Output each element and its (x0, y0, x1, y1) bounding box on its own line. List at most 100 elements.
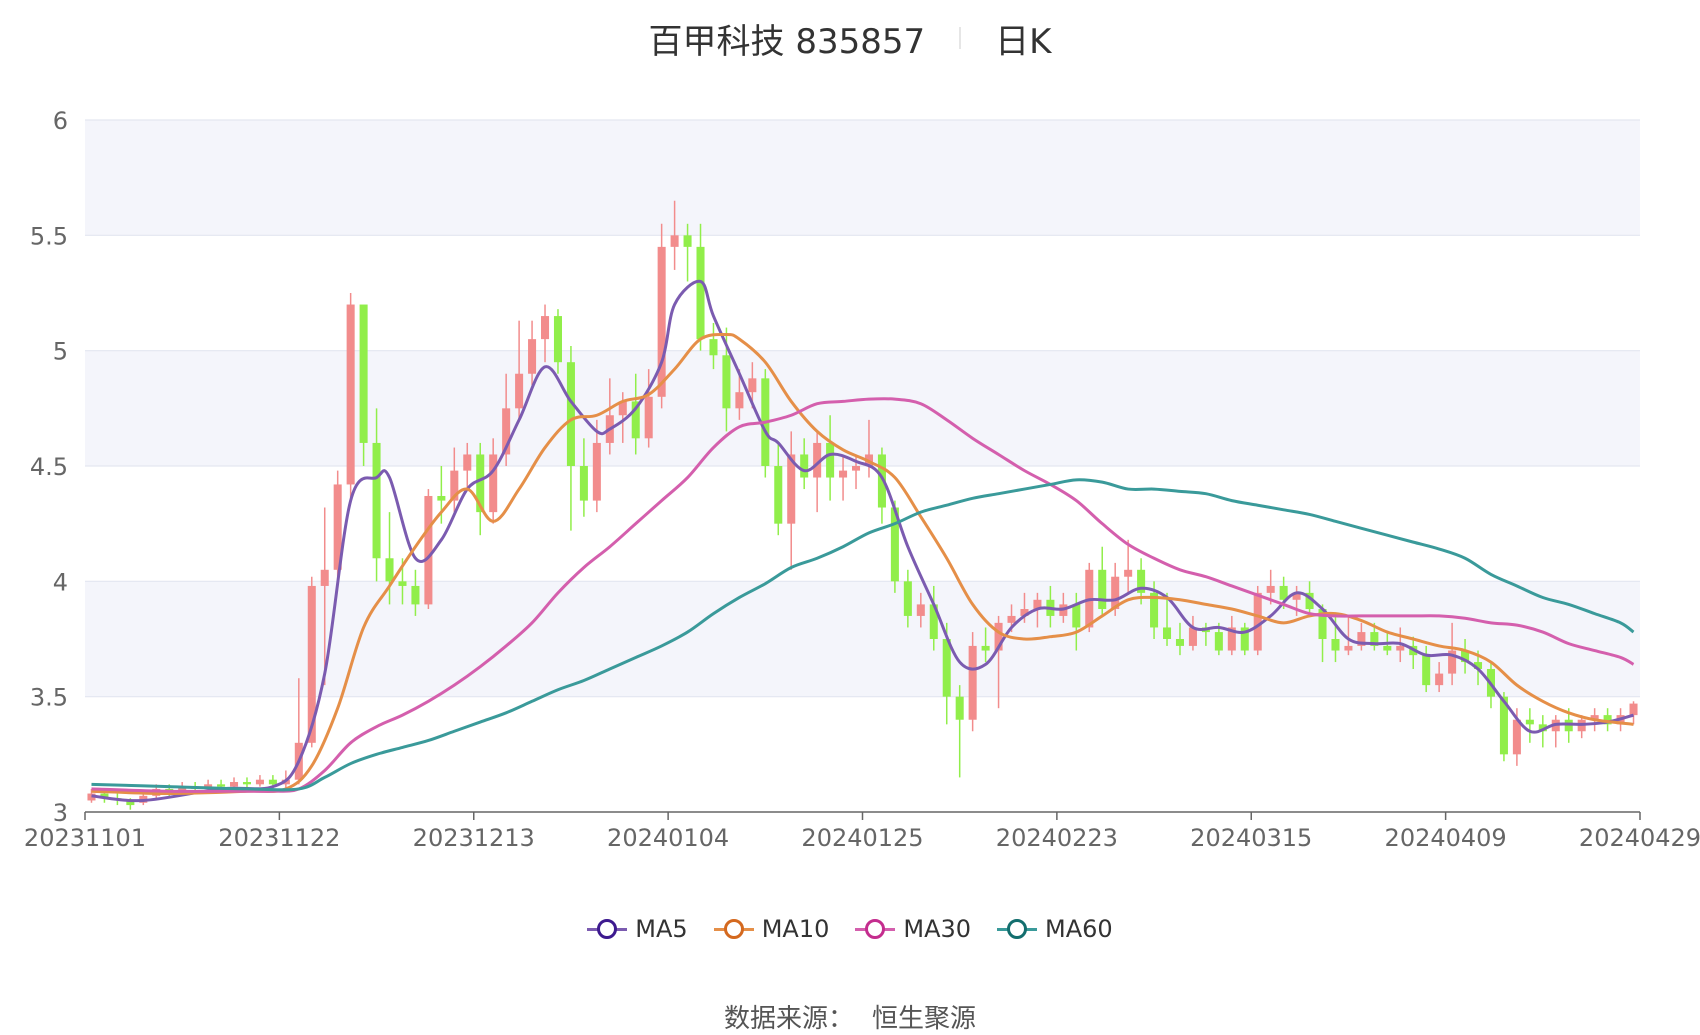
candle-body (774, 466, 783, 524)
candle-body (1111, 576, 1120, 610)
candle-body (1422, 655, 1431, 686)
candle-up (346, 293, 355, 501)
legend-item-ma60[interactable]: MA60 (997, 915, 1113, 943)
candle-up (1124, 539, 1133, 593)
candle-body (890, 507, 899, 582)
candle-down (553, 309, 562, 374)
candle-body (437, 495, 446, 501)
candle-body (385, 558, 394, 582)
candle-body (1098, 569, 1107, 610)
candle-body (722, 355, 731, 409)
candlesticks (87, 200, 1638, 810)
candle-body (877, 454, 886, 508)
candle-body (1331, 639, 1340, 651)
legend-item-ma10[interactable]: MA10 (713, 915, 829, 943)
candle-down (955, 685, 964, 778)
plot-band (85, 581, 1640, 697)
candle-body (1240, 627, 1249, 651)
candle-up (1344, 615, 1353, 656)
candle-body (1007, 615, 1016, 623)
x-tick-label: 20231122 (218, 824, 340, 852)
candle-down (929, 585, 938, 651)
candle-body (1214, 632, 1223, 651)
candle-body (1344, 645, 1353, 651)
x-tick-label: 20240223 (996, 824, 1118, 852)
legend-marker-ma10 (713, 919, 754, 939)
y-axis-labels: 3 3.5 4 4.5 5 5.5 6 (30, 107, 68, 827)
candle-up (592, 419, 601, 513)
candle-body (333, 484, 342, 570)
candle-body (644, 396, 653, 439)
candle-body (268, 779, 277, 785)
candle-up (463, 442, 472, 490)
candle-body (1590, 715, 1599, 720)
candle-body (1137, 569, 1146, 593)
legend-item-ma30[interactable]: MA30 (855, 915, 971, 943)
y-tick-label: 5 (53, 338, 68, 366)
candle-body (968, 645, 977, 720)
candle-up (307, 576, 316, 748)
candle-body (981, 645, 990, 651)
candle-up (657, 223, 666, 409)
candle-up (644, 369, 653, 448)
candle-body (1033, 599, 1042, 610)
candle-body (424, 495, 433, 605)
candle-down (696, 223, 705, 351)
candle-body (1305, 592, 1314, 610)
candle-down (981, 627, 990, 663)
x-tick-label: 20240409 (1385, 824, 1507, 852)
x-tick-label: 20240429 (1579, 824, 1700, 852)
candle-body (1266, 585, 1275, 593)
y-tick-label: 6 (53, 107, 68, 135)
candle-up (528, 320, 537, 386)
candle-body (502, 408, 511, 455)
series-line-ma30 (91, 397, 1635, 793)
candle-body (1512, 719, 1521, 755)
candle-body (826, 442, 835, 478)
candle-down (800, 438, 809, 490)
candle-body (398, 581, 407, 586)
period-label: 日K (995, 21, 1052, 62)
candle-up (1629, 701, 1638, 725)
legend-marker-ma60 (997, 919, 1038, 939)
legend-label-ma30: MA30 (903, 915, 972, 943)
candle-down (476, 442, 485, 536)
candle-up (1551, 715, 1560, 748)
candle-down (890, 500, 899, 593)
candle-down (826, 415, 835, 501)
candle-up (787, 431, 796, 570)
candle-body (1525, 719, 1534, 725)
candle-body (346, 304, 355, 485)
moving-average-lines (91, 279, 1635, 803)
candle-down (1461, 639, 1470, 674)
candle-up (515, 320, 524, 420)
candle-body (1163, 627, 1172, 639)
candle-body (372, 442, 381, 559)
candle-down (709, 322, 718, 370)
chart-title: 百甲科技 835857 日K (0, 8, 1700, 68)
candle-body (1253, 592, 1262, 651)
candle-up (333, 470, 342, 582)
candle-body (1370, 632, 1379, 646)
candle-body (852, 466, 861, 471)
candle-body (994, 622, 1003, 651)
y-tick-label: 4.5 (30, 453, 68, 481)
candle-body (1538, 724, 1547, 732)
candle-down (242, 777, 251, 789)
candle-down (1603, 708, 1612, 732)
candle-down (579, 438, 588, 517)
candle-body (1499, 696, 1508, 755)
candle-body (1318, 609, 1327, 639)
title-separator (959, 27, 962, 49)
x-axis: 20231101 20231122 20231213 20240104 20240125… (24, 811, 1700, 852)
candle-body (230, 782, 239, 787)
candle-body (942, 639, 951, 697)
plot-bands (85, 120, 1640, 697)
candle-body (618, 401, 627, 416)
legend-item-ma5[interactable]: MA5 (587, 915, 688, 943)
candle-body (489, 454, 498, 513)
y-tick-label: 3 (53, 799, 68, 827)
candle-body (242, 782, 251, 785)
candle-body (553, 316, 562, 363)
candle-body (579, 466, 588, 501)
